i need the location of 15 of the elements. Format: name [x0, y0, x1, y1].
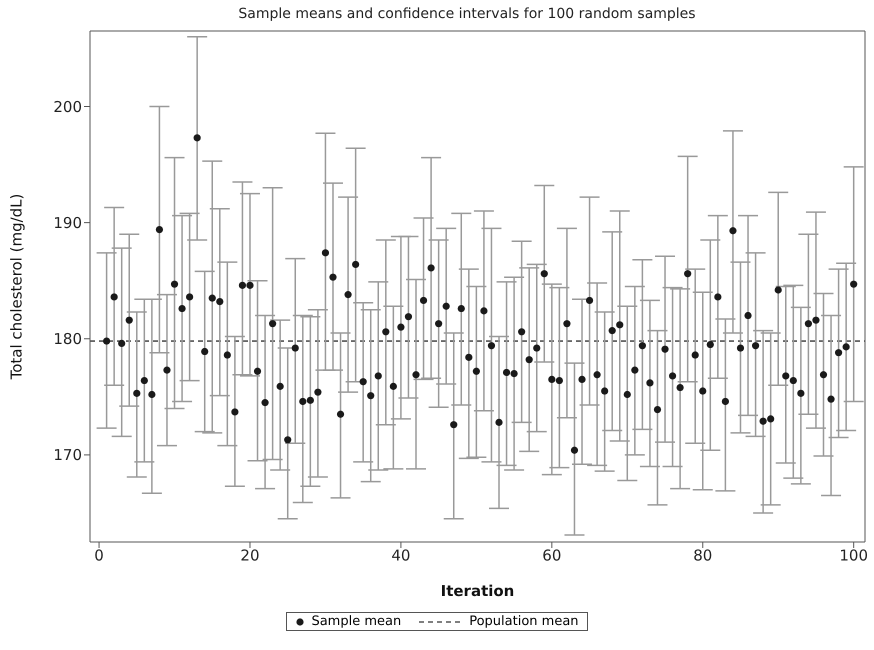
y-tick-label: 180 — [53, 330, 82, 348]
x-tick-label: 20 — [240, 546, 260, 565]
y-axis-title: Total cholesterol (mg/dL) — [7, 194, 26, 380]
x-tick-label: 100 — [839, 546, 868, 565]
y-tick-label: 200 — [53, 98, 82, 116]
x-tick-label: 40 — [391, 546, 410, 565]
legend-label: Sample mean — [311, 614, 402, 629]
y-tick-label: 170 — [53, 446, 82, 464]
x-tick-label: 0 — [94, 546, 104, 565]
x-tick-label: 60 — [542, 546, 562, 565]
legend-label: Population mean — [469, 614, 579, 629]
y-tick-label: 190 — [53, 214, 82, 232]
chart-title: Sample means and confidence intervals for 100 random samples — [237, 5, 697, 22]
x-tick-label: 80 — [693, 546, 712, 565]
x-axis-title: Iteration — [440, 582, 514, 600]
